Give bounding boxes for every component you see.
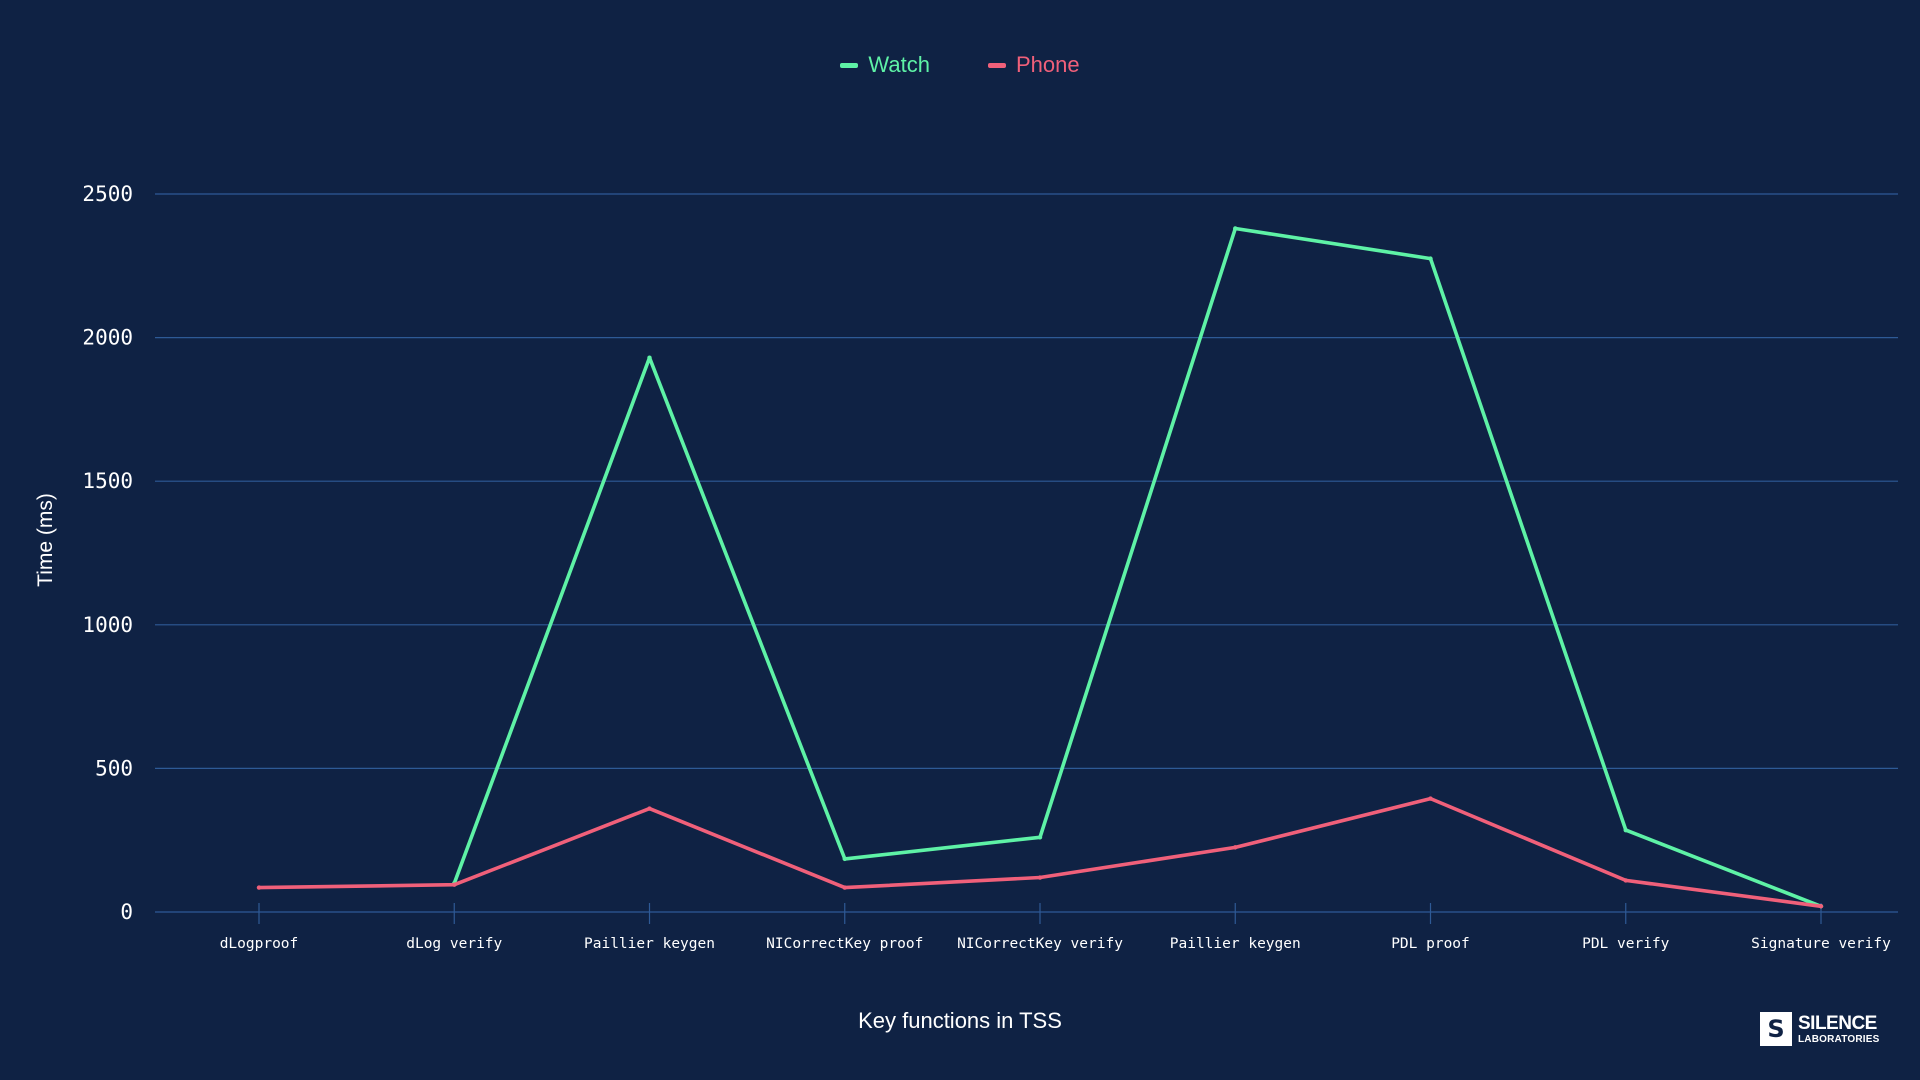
data-point-phone-0 bbox=[256, 885, 262, 890]
y-tick-label-500: 500 bbox=[95, 756, 133, 780]
y-tick-label-2500: 2500 bbox=[82, 182, 133, 206]
data-point-phone-8 bbox=[1818, 904, 1824, 909]
data-point-phone-6 bbox=[1428, 796, 1433, 801]
legend-swatch-watch bbox=[840, 62, 859, 68]
x-tick-label-8: Signature verify bbox=[1751, 936, 1891, 952]
data-point-phone-4 bbox=[1037, 875, 1043, 880]
data-point-watch-7 bbox=[1623, 827, 1628, 833]
x-tick-label-5: Paillier keygen bbox=[1170, 936, 1301, 952]
data-point-phone-5 bbox=[1233, 845, 1238, 850]
data-point-watch-3 bbox=[842, 856, 847, 862]
data-point-watch-4 bbox=[1037, 835, 1043, 840]
logo-line2: LABORATORIES bbox=[1798, 1033, 1880, 1045]
x-axis-label: Key functions in TSS bbox=[858, 1008, 1062, 1033]
legend-swatch-phone bbox=[987, 62, 1006, 68]
data-point-phone-1 bbox=[452, 882, 457, 887]
x-tick-label-2: Paillier keygen bbox=[584, 936, 715, 952]
data-point-phone-7 bbox=[1623, 878, 1628, 883]
x-tick-label-3: NICorrectKey proof bbox=[766, 936, 923, 952]
y-tick-label-1500: 1500 bbox=[82, 469, 133, 493]
legend: Watch Phone bbox=[0, 52, 1920, 78]
x-tick-label-0: dLogproof bbox=[220, 936, 299, 952]
y-tick-label-1000: 1000 bbox=[82, 613, 133, 637]
x-tick-label-1: dLog verify bbox=[406, 936, 502, 952]
legend-label-watch: Watch bbox=[868, 52, 930, 77]
series-line-watch bbox=[452, 226, 1823, 909]
x-tick-label-6: PDL proof bbox=[1391, 936, 1470, 952]
legend-item-watch[interactable]: Watch bbox=[840, 52, 930, 78]
silence-laboratories-logo: S SILENCE LABORATORIES bbox=[1760, 1012, 1879, 1046]
data-point-watch-2 bbox=[647, 355, 652, 360]
logo-line1: SILENCE bbox=[1798, 1012, 1877, 1034]
data-point-phone-2 bbox=[647, 806, 652, 811]
data-point-phone-3 bbox=[842, 885, 847, 890]
x-tick-label-7: PDL verify bbox=[1582, 936, 1670, 952]
y-tick-label-0: 0 bbox=[120, 900, 133, 924]
y-tick-label-2000: 2000 bbox=[82, 326, 133, 350]
x-tick-label-4: NICorrectKey verify bbox=[957, 936, 1123, 952]
legend-label-phone: Phone bbox=[1015, 52, 1080, 77]
data-point-watch-5 bbox=[1233, 226, 1238, 231]
legend-item-phone[interactable]: Phone bbox=[987, 52, 1080, 78]
y-axis-label: Time (ms) bbox=[34, 493, 57, 587]
logo-text: SILENCE LABORATORIES bbox=[1798, 1014, 1879, 1045]
data-point-watch-6 bbox=[1428, 256, 1433, 261]
series-line-phone bbox=[257, 796, 1823, 909]
logo-mark-icon: S bbox=[1760, 1012, 1792, 1046]
